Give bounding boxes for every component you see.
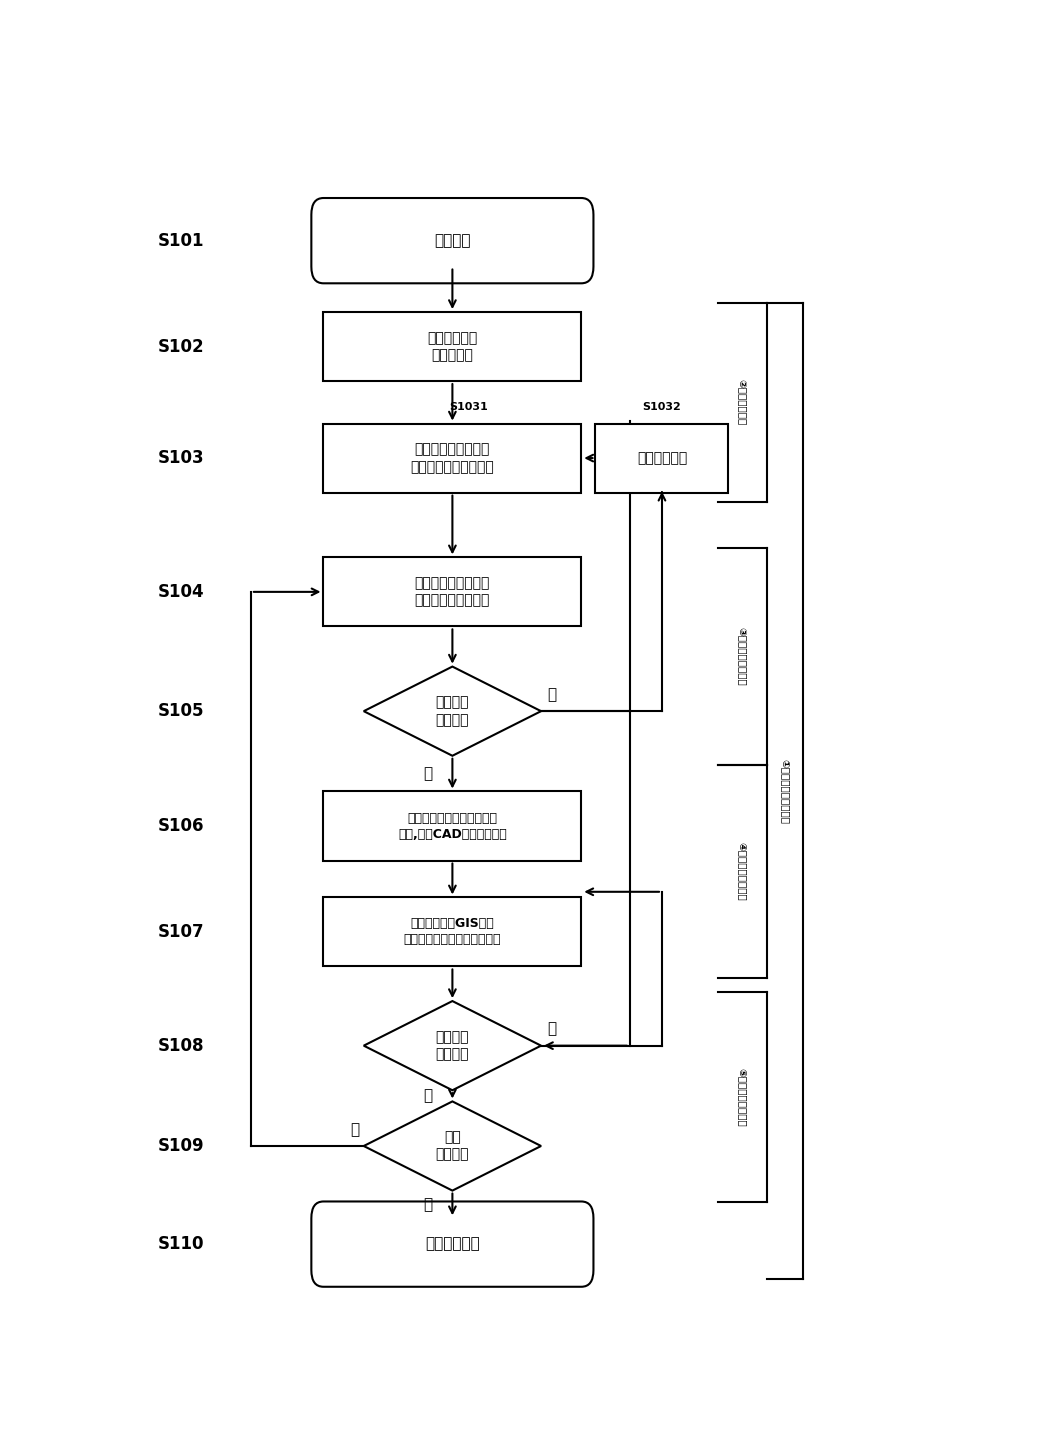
Text: 立塔线位
是否合理: 立塔线位 是否合理 xyxy=(436,695,469,727)
FancyBboxPatch shape xyxy=(323,557,581,627)
FancyBboxPatch shape xyxy=(323,898,581,966)
Text: ⑤弓弦数据断面审核: ⑤弓弦数据断面审核 xyxy=(737,1067,748,1127)
Text: 选线定位结束: 选线定位结束 xyxy=(425,1237,479,1251)
Text: 从数字高程模型提取
线路中心和风偏线断面: 从数字高程模型提取 线路中心和风偏线断面 xyxy=(411,443,494,473)
FancyBboxPatch shape xyxy=(596,423,728,492)
Text: 选线成果修改: 选线成果修改 xyxy=(636,452,687,465)
Text: 手工插入、修改杆塔
或进行智能排塔定位: 手工插入、修改杆塔 或进行智能排塔定位 xyxy=(415,576,490,608)
FancyBboxPatch shape xyxy=(323,792,581,860)
Text: ④弓弦截面数据处理: ④弓弦截面数据处理 xyxy=(737,841,748,901)
FancyBboxPatch shape xyxy=(311,198,594,284)
Text: S101: S101 xyxy=(158,232,205,249)
Text: S1032: S1032 xyxy=(643,403,681,413)
Text: S102: S102 xyxy=(158,337,205,356)
Text: 立塔线位
是否合理: 立塔线位 是否合理 xyxy=(436,1030,469,1061)
Text: 塔位
是否合理: 塔位 是否合理 xyxy=(436,1131,469,1161)
Text: 是: 是 xyxy=(423,1197,433,1212)
Text: S1031: S1031 xyxy=(449,403,488,413)
Text: S108: S108 xyxy=(158,1037,205,1054)
Text: S109: S109 xyxy=(158,1137,205,1156)
Text: 数据准备: 数据准备 xyxy=(434,233,471,248)
Text: 是: 是 xyxy=(423,766,433,780)
Text: ②路径数据整理: ②路径数据整理 xyxy=(737,379,748,426)
FancyBboxPatch shape xyxy=(311,1202,594,1287)
Text: ③杆塔排位辅助操作: ③杆塔排位辅助操作 xyxy=(737,627,748,686)
Text: 否: 否 xyxy=(547,1021,556,1037)
Text: S107: S107 xyxy=(158,922,205,941)
Text: 自动生成三维GIS场景
校验路径及塔位方案的合理性: 自动生成三维GIS场景 校验路径及塔位方案的合理性 xyxy=(404,918,501,947)
Polygon shape xyxy=(364,1001,541,1090)
Polygon shape xyxy=(364,666,541,756)
Text: 否: 否 xyxy=(547,686,556,702)
Text: S110: S110 xyxy=(158,1235,205,1253)
Text: S103: S103 xyxy=(158,449,205,468)
FancyBboxPatch shape xyxy=(323,311,581,381)
Text: S104: S104 xyxy=(158,584,205,601)
Text: 选取线路路径
确定转角桩: 选取线路路径 确定转角桩 xyxy=(427,332,477,362)
Text: 否: 否 xyxy=(350,1122,360,1137)
FancyBboxPatch shape xyxy=(323,423,581,492)
Polygon shape xyxy=(364,1102,541,1190)
Text: S106: S106 xyxy=(158,817,205,835)
Text: 是: 是 xyxy=(423,1089,433,1103)
Text: S105: S105 xyxy=(158,702,205,720)
Text: ①智能状态全数据截断: ①智能状态全数据截断 xyxy=(780,759,789,824)
Text: 力学计算、电气校验和金具
配置,生成CAD三维拓扑模型: 力学计算、电气校验和金具 配置,生成CAD三维拓扑模型 xyxy=(398,811,506,840)
